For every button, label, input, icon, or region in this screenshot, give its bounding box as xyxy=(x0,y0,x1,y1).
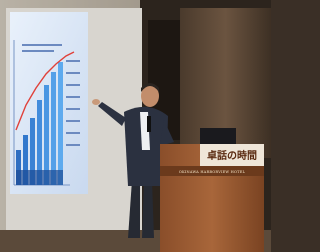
sign-text: 卓話の時間 xyxy=(207,149,257,162)
photo: 卓話の時間 OKINAWA HARBORVIEW HOTEL xyxy=(0,0,271,252)
podium-text: OKINAWA HARBORVIEW HOTEL xyxy=(179,170,246,174)
laptop xyxy=(200,128,236,146)
